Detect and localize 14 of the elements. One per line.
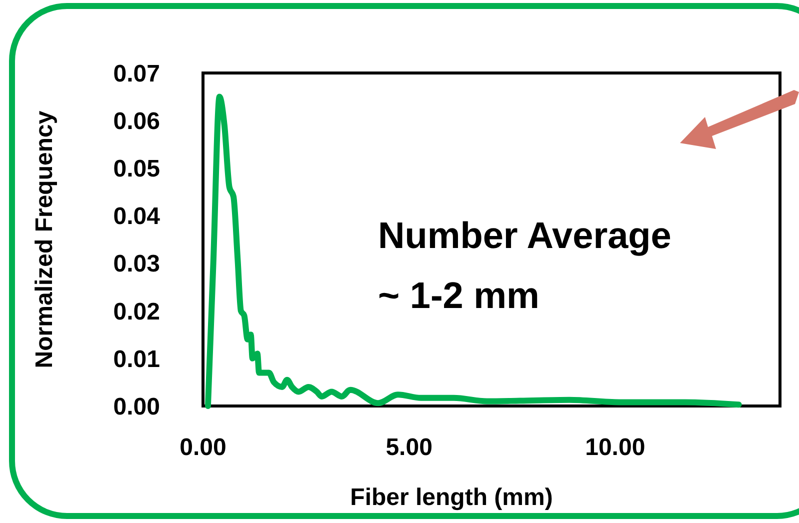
y-tick-label: 0.07 xyxy=(113,60,160,88)
y-tick-label: 0.01 xyxy=(113,346,160,373)
y-tick-label: 0.04 xyxy=(113,203,161,230)
annotation: Number Average ~ 1-2 mm xyxy=(378,215,672,316)
y-tick-label: 0.00 xyxy=(113,393,160,420)
y-axis-title: Normalized Frequency xyxy=(31,110,58,368)
x-tick-label: 0.00 xyxy=(180,434,226,461)
y-tick-label: 0.06 xyxy=(113,108,160,135)
x-tick-label: 10.00 xyxy=(585,434,646,461)
x-axis-title: Fiber length (mm) xyxy=(350,484,553,511)
y-tick-label: 0.03 xyxy=(113,250,160,278)
y-tick-label: 0.02 xyxy=(113,298,160,326)
y-tick-label: 0.05 xyxy=(113,156,160,183)
x-tick-label: 5.00 xyxy=(386,434,432,461)
